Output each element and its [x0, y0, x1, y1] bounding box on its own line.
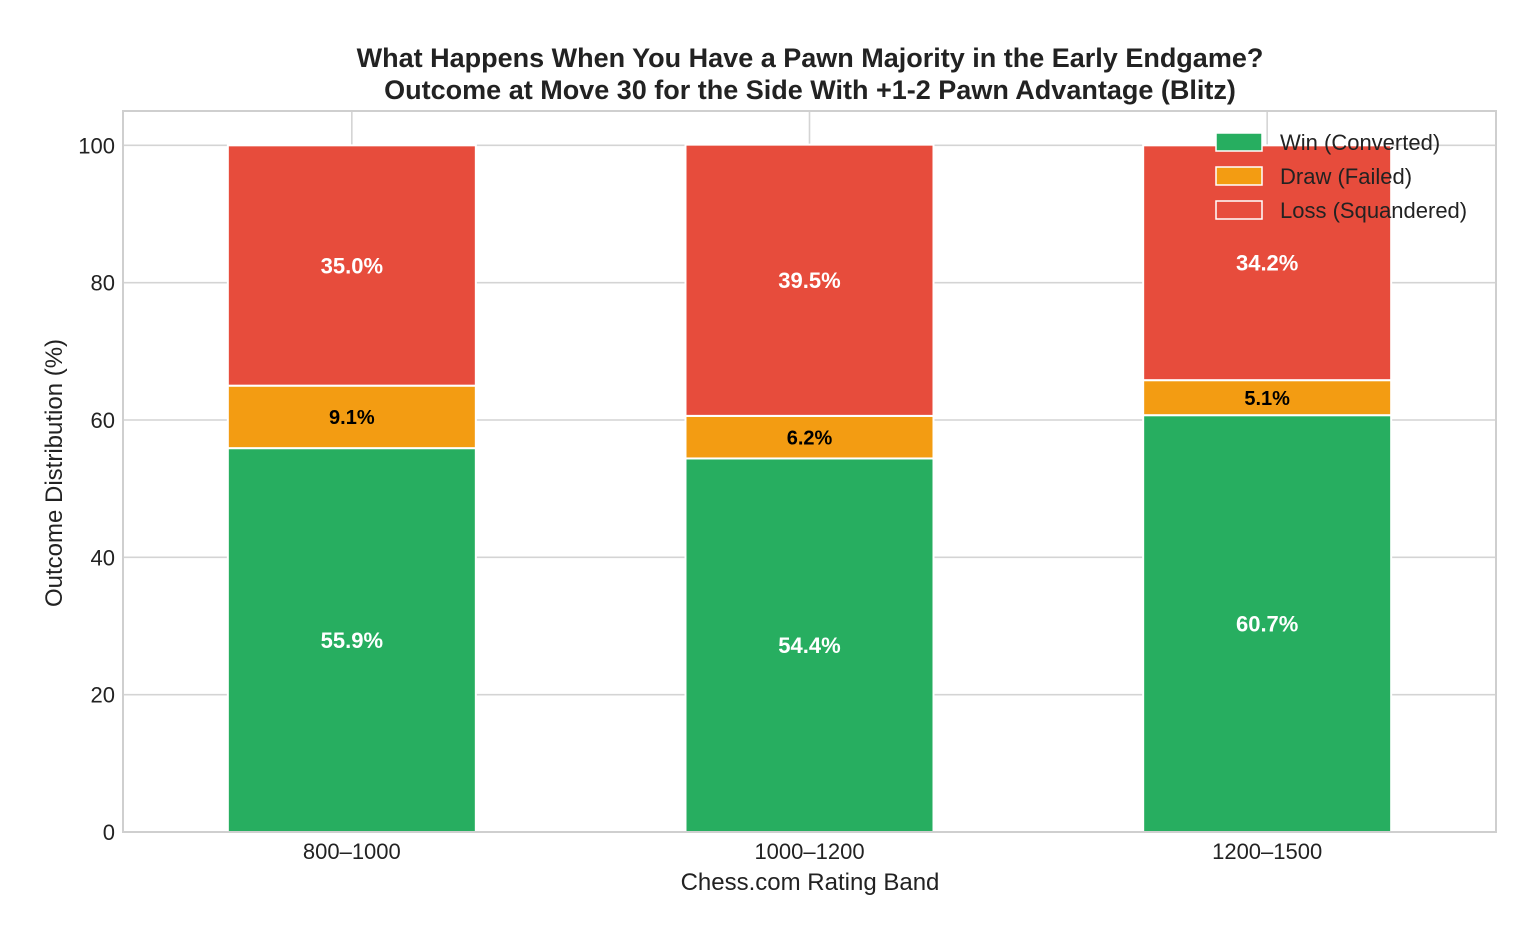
- y-tick-labels: 0 20 40 60 80 100: [78, 133, 115, 845]
- y-tick-label: 60: [91, 408, 115, 433]
- legend-swatch: [1215, 200, 1263, 220]
- data-label: 5.1%: [1244, 388, 1290, 410]
- y-axis-label: Outcome Distribution (%): [41, 339, 68, 607]
- bar-segment: [226, 447, 477, 833]
- legend-swatch: [1215, 132, 1263, 152]
- data-label: 54.4%: [778, 633, 840, 658]
- bar-segment: [226, 144, 477, 387]
- x-tick-label: 1200–1500: [1212, 839, 1322, 864]
- bar-segment: [684, 143, 935, 417]
- x-axis-label: Chess.com Rating Band: [681, 869, 940, 896]
- plot-frame: [122, 110, 1497, 833]
- legend-entry: Loss (Squandered): [1280, 198, 1467, 223]
- bar-segments: [226, 143, 1393, 833]
- x-tick-label: 1000–1200: [754, 839, 864, 864]
- data-label: 55.9%: [321, 628, 383, 653]
- legend-entry: Draw (Failed): [1280, 164, 1412, 189]
- y-tick-label: 100: [78, 133, 115, 158]
- data-label: 35.0%: [321, 253, 383, 278]
- bar-segment: [226, 384, 477, 450]
- bar-segment: [1142, 379, 1393, 417]
- x-tick-label: 800–1000: [303, 839, 401, 864]
- y-tick-label: 20: [91, 683, 115, 708]
- data-label: 9.1%: [329, 407, 375, 429]
- y-tick-label: 0: [103, 820, 115, 845]
- bar-segment: [1142, 144, 1393, 382]
- legend-swatch: [1215, 166, 1263, 186]
- y-tick-label: 80: [91, 271, 115, 296]
- chart-subtitle: Outcome at Move 30 for the Side With +1-…: [384, 75, 1236, 105]
- legend: Win (Converted) Draw (Failed) Loss (Squand…: [1215, 130, 1467, 223]
- data-label: 39.5%: [778, 268, 840, 293]
- segment-labels: 55.9% 9.1% 35.0% 54.4% 6.2% 39.5% 60.7% 5.1% 34.…: [321, 251, 1299, 658]
- legend-entry: Win (Converted): [1280, 130, 1440, 155]
- data-label: 60.7%: [1236, 612, 1298, 637]
- data-label: 34.2%: [1236, 251, 1298, 276]
- chart-title: What Happens When You Have a Pawn Majori…: [357, 43, 1264, 73]
- x-tick-labels: 800–1000 1000–1200 1200–1500: [303, 839, 1322, 864]
- y-tick-label: 40: [91, 545, 115, 570]
- data-label: 6.2%: [787, 427, 833, 449]
